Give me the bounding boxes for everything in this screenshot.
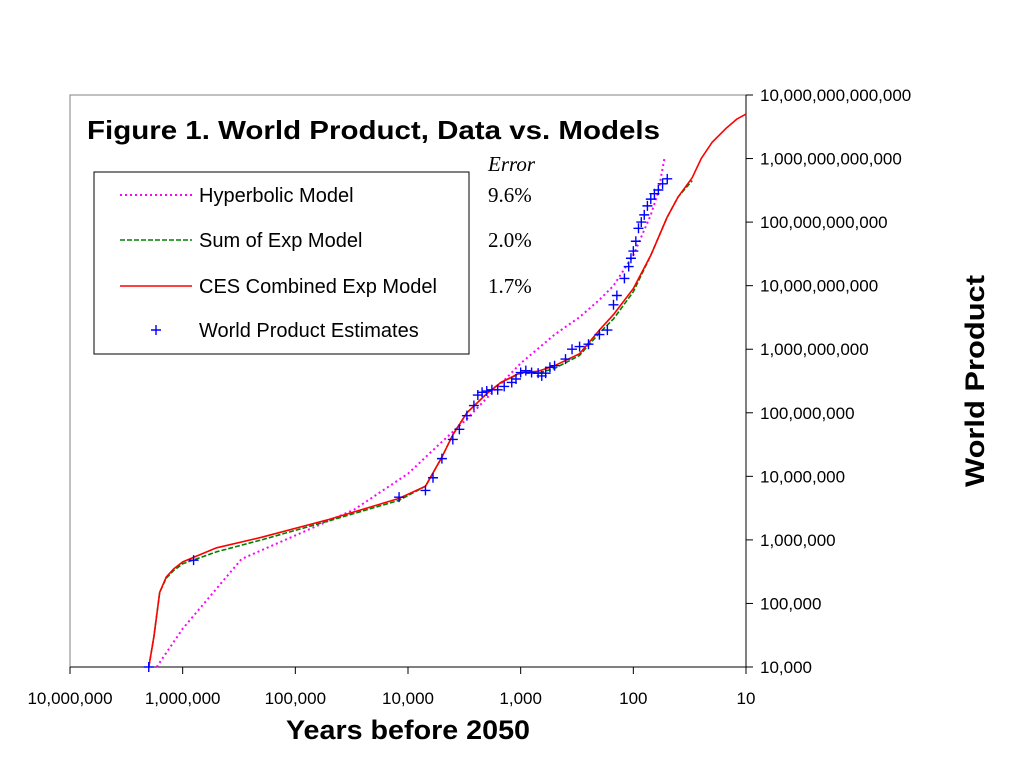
data-point-marker: [188, 555, 199, 566]
data-point-marker: [461, 410, 472, 421]
legend-items: Hyperbolic Model Sum of Exp Model CES Comb…: [120, 185, 437, 342]
x-axis: 10,000,000 1,000,000 100,000 10,000 1,000 100…: [27, 666, 756, 708]
data-point-marker: [394, 492, 405, 503]
data-point-marker: [662, 173, 673, 184]
legend-label-world-product-estimates: World Product Estimates: [199, 320, 419, 342]
error-value-sum-of-exp-model: 2.0%: [488, 228, 532, 252]
y-tick-label: 10,000: [760, 658, 812, 677]
error-values: 9.6% 2.0% 1.7%: [488, 183, 532, 298]
legend-label-hyperbolic-model: Hyperbolic Model: [199, 185, 354, 207]
y-tick-label: 1,000,000,000: [760, 340, 869, 359]
data-point-marker: [602, 325, 613, 336]
x-tick-label: 10: [737, 689, 756, 708]
data-point-marker: [633, 223, 644, 234]
y-tick-label: 10,000,000,000: [760, 277, 878, 296]
data-point-marker: [574, 341, 585, 352]
data-point-marker: [636, 217, 647, 228]
y-tick-label: 100,000,000: [760, 404, 855, 423]
data-point-marker: [594, 329, 605, 340]
x-tick-label: 1,000: [499, 689, 542, 708]
data-point-marker: [492, 384, 503, 395]
error-value-ces-combined-exp-model: 1.7%: [488, 274, 532, 298]
data-point-marker: [447, 434, 458, 445]
x-tick-label: 100: [619, 689, 647, 708]
x-tick-label: 100,000: [265, 689, 326, 708]
y-tick-label: 1,000,000: [760, 531, 836, 550]
data-point-marker: [481, 386, 492, 397]
data-point-marker: [143, 662, 154, 672]
data-point-marker: [540, 368, 551, 379]
legend: Hyperbolic Model Sum of Exp Model CES Comb…: [93, 171, 470, 355]
y-tick-label: 1,000,000,000,000: [760, 150, 902, 169]
x-tick-label: 10,000,000: [27, 689, 112, 708]
legend-label-ces-combined-exp-model: CES Combined Exp Model: [199, 276, 437, 298]
data-point-marker: [436, 453, 447, 464]
data-point-marker: [645, 194, 656, 205]
data-point-marker: [520, 365, 531, 376]
world-product-estimates-markers: [143, 173, 673, 672]
data-point-marker: [468, 400, 479, 411]
data-point-marker: [639, 209, 650, 220]
data-point-marker: [420, 485, 431, 496]
data-point-marker: [427, 472, 438, 483]
data-point-marker: [608, 299, 619, 310]
data-point-marker: [477, 387, 488, 398]
series-layer: [143, 113, 747, 672]
chart-title: Figure 1. World Product, Data vs. Models: [87, 115, 660, 145]
data-point-marker: [544, 362, 555, 373]
data-point-marker: [657, 178, 668, 189]
data-point-marker: [630, 236, 641, 247]
data-point-marker: [549, 360, 560, 371]
y-tick-label: 100,000: [760, 594, 821, 613]
data-point-marker: [499, 381, 510, 392]
data-point-marker: [511, 373, 522, 384]
data-point-marker: [625, 253, 636, 264]
data-point-marker: [642, 200, 653, 211]
data-point-marker: [611, 290, 622, 301]
legend-label-sum-of-exp-model: Sum of Exp Model: [199, 230, 362, 252]
data-point-marker: [623, 261, 634, 272]
y-tick-label: 10,000,000: [760, 467, 845, 486]
data-point-marker: [560, 354, 571, 365]
y-axis: 10,000 100,000 1,000,000 10,000,000 100,000,…: [745, 86, 911, 677]
x-tick-label: 1,000,000: [145, 689, 221, 708]
legend-marker-world-product-estimates: [151, 325, 161, 335]
ces-combined-exp-model-line: [148, 113, 747, 668]
data-point-marker: [653, 185, 664, 196]
data-point-marker: [628, 246, 639, 257]
data-point-marker: [454, 424, 465, 435]
legend-box: [93, 171, 470, 355]
y-tick-label: 10,000,000,000,000: [760, 86, 911, 105]
data-point-marker: [583, 339, 594, 350]
y-axis-title: World Product: [960, 275, 990, 487]
x-axis-title: Years before 2050: [286, 715, 530, 745]
data-point-marker: [619, 273, 630, 284]
y-tick-label: 100,000,000,000: [760, 213, 888, 232]
error-header: Error: [487, 152, 536, 176]
error-value-hyperbolic-model: 9.6%: [488, 183, 532, 207]
data-point-marker: [515, 367, 526, 378]
data-point-marker: [567, 344, 578, 355]
x-tick-label: 10,000: [382, 689, 434, 708]
